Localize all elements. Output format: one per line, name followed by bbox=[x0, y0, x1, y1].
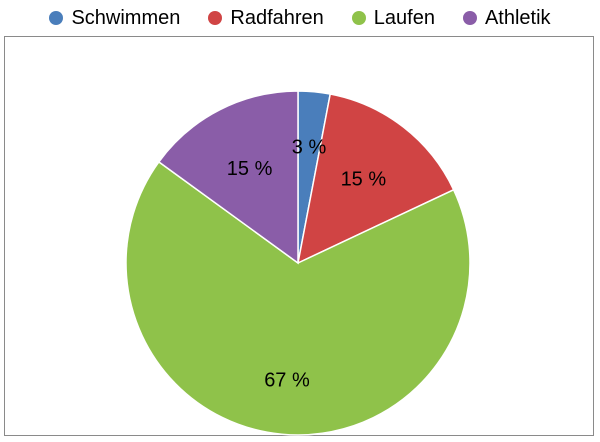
pie-labels: 3 % 15 % 67 % 15 % bbox=[227, 137, 387, 392]
legend-label-schwimmen: Schwimmen bbox=[71, 6, 181, 29]
slice-label-athletik: 15 % bbox=[227, 158, 273, 180]
legend-marker-radfahren bbox=[208, 11, 223, 25]
slice-label-schwimmen: 3 % bbox=[292, 137, 327, 159]
pie-slices bbox=[125, 90, 471, 436]
legend-item-laufen[interactable]: Laufen bbox=[351, 6, 435, 30]
pie-slice-radfahren[interactable] bbox=[296, 93, 455, 265]
pie-slice-athletik[interactable] bbox=[157, 90, 299, 265]
slice-label-laufen: 67 % bbox=[264, 369, 310, 391]
slice-label-radfahren: 15 % bbox=[341, 169, 387, 191]
legend-item-athletik[interactable]: Athletik bbox=[462, 6, 551, 30]
legend-item-radfahren[interactable]: Radfahren bbox=[208, 6, 324, 30]
legend-marker-athletik bbox=[462, 11, 477, 25]
pie-slice-laufen[interactable] bbox=[125, 160, 471, 436]
legend-label-athletik: Athletik bbox=[484, 6, 551, 29]
legend-item-schwimmen[interactable]: Schwimmen bbox=[49, 7, 180, 30]
legend-marker-laufen bbox=[351, 11, 366, 25]
legend-label-laufen: Laufen bbox=[373, 6, 435, 29]
legend: Schwimmen Radfahren Laufen Athletik bbox=[0, 0, 600, 36]
legend-label-radfahren: Radfahren bbox=[230, 6, 324, 29]
legend-marker-schwimmen bbox=[49, 11, 64, 25]
